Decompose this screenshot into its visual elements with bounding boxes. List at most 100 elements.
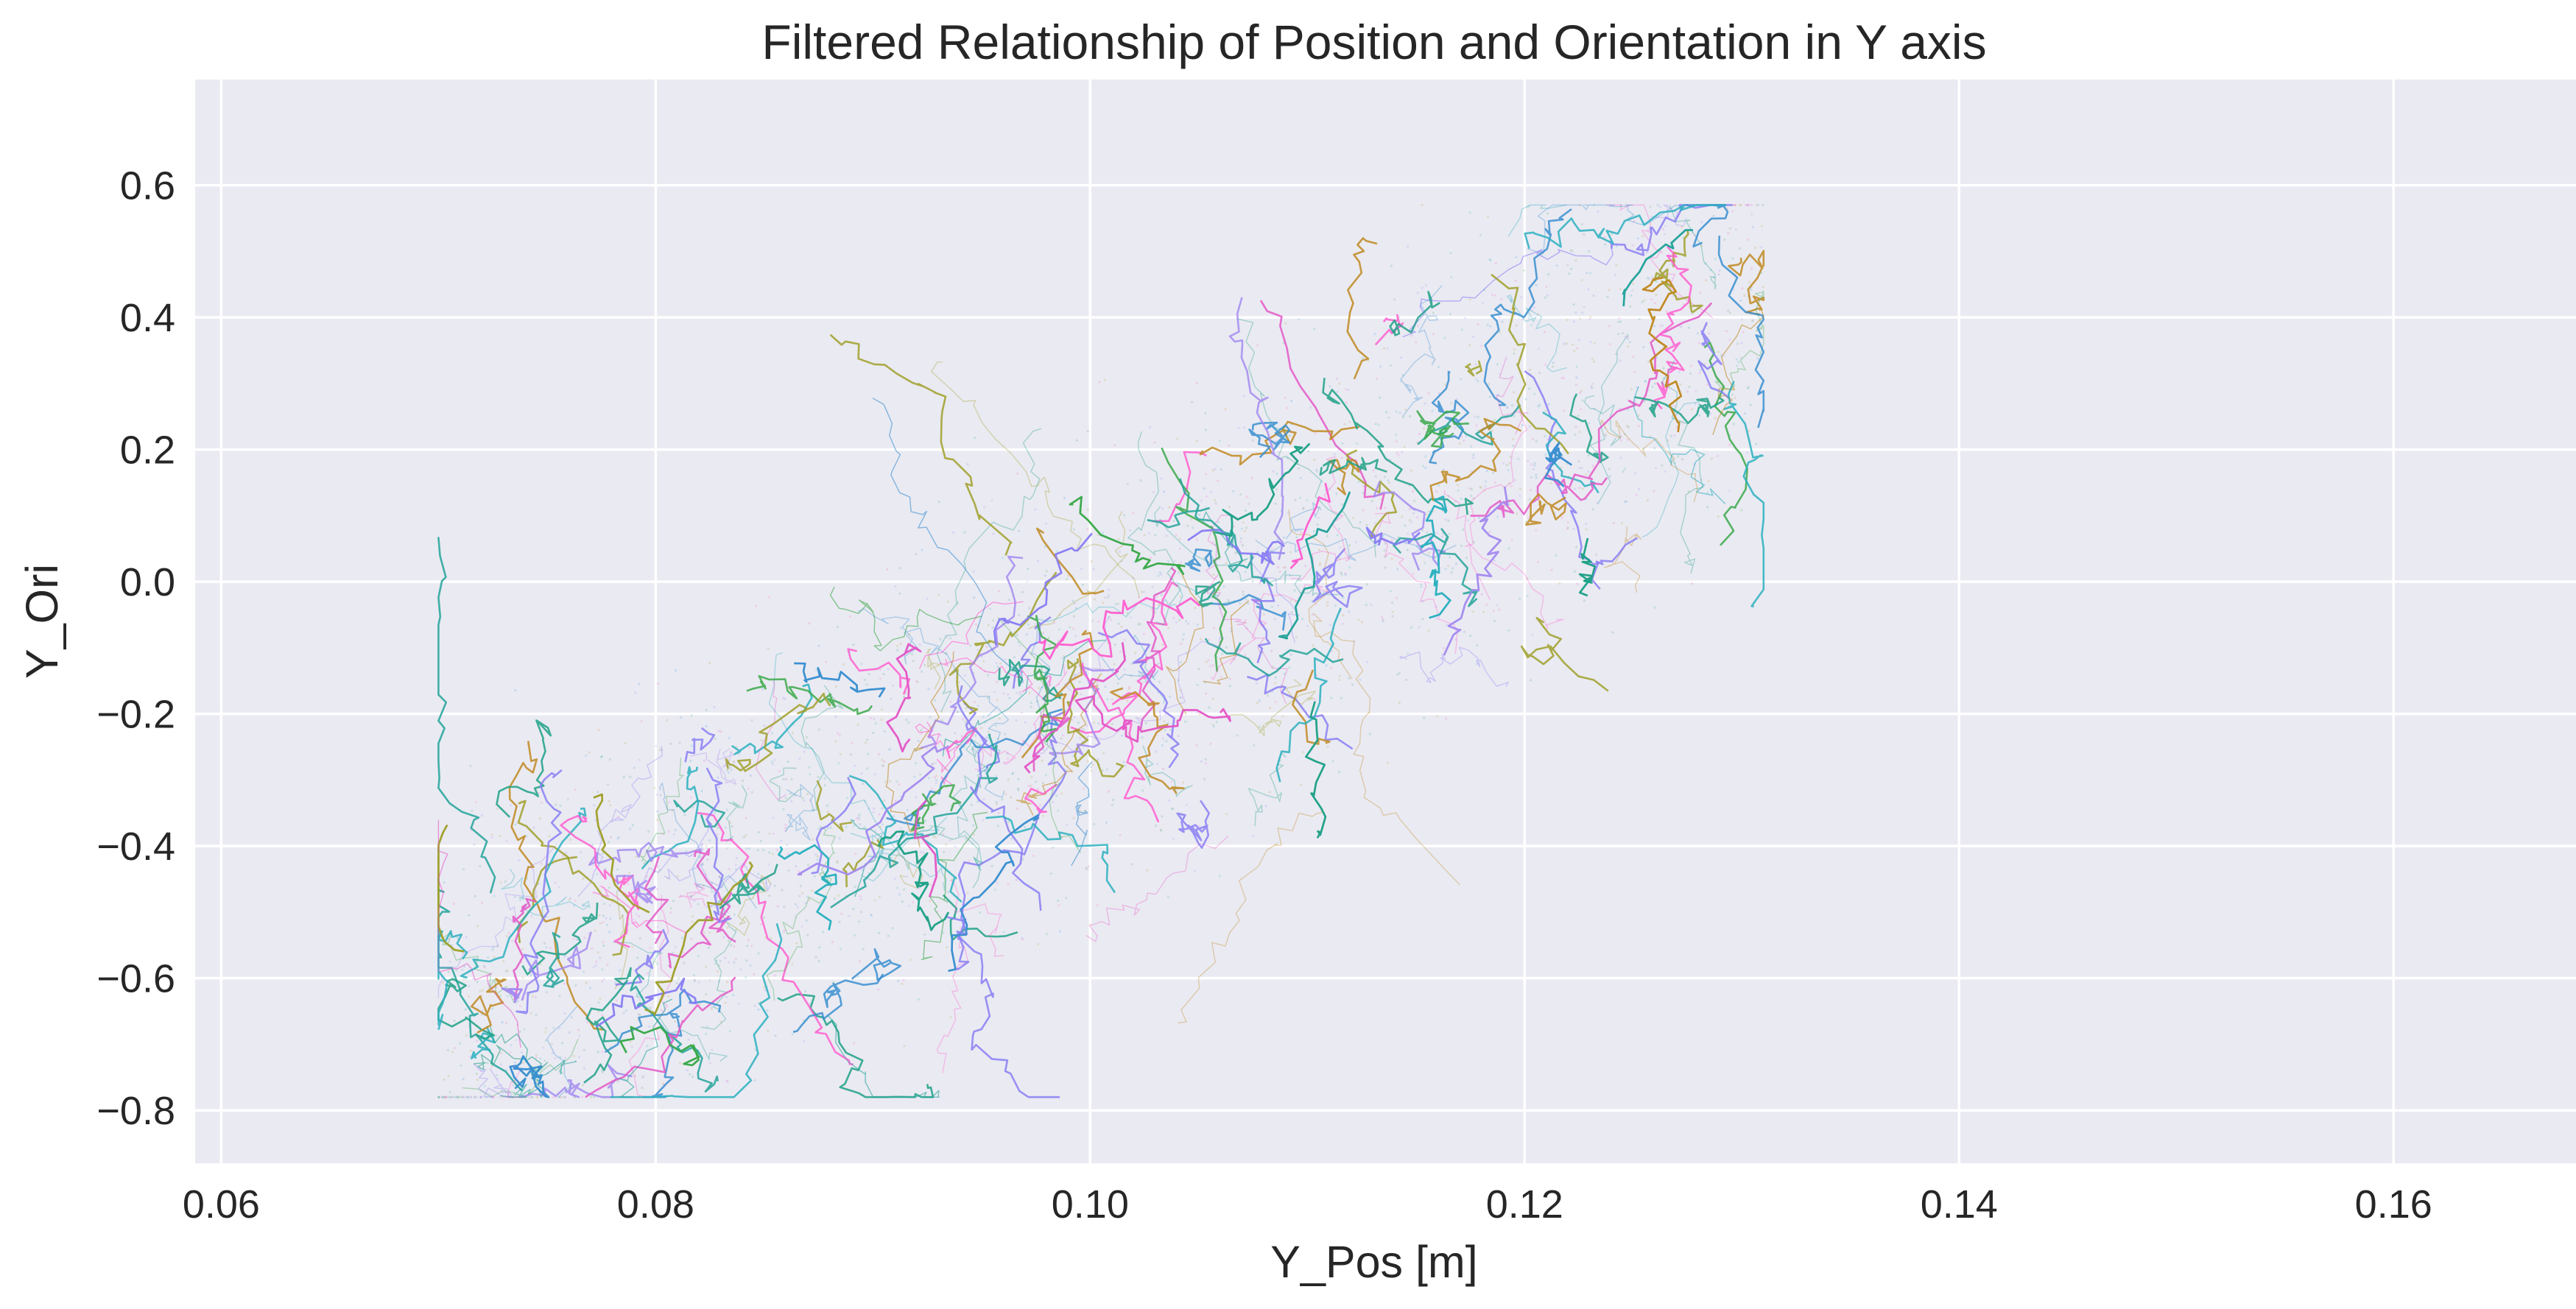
- scatter-point: [705, 1032, 708, 1035]
- scatter-point: [1403, 445, 1406, 448]
- scatter-trajectory: [1603, 526, 1642, 593]
- scatter-point: [883, 799, 886, 802]
- scatter-point: [521, 948, 524, 950]
- scatter-point: [1477, 323, 1479, 326]
- scatter-trajectory: [1584, 395, 1622, 447]
- scatter-point: [763, 724, 766, 727]
- scatter-point: [586, 1020, 589, 1023]
- scatter-point: [1348, 677, 1351, 680]
- scatter-point: [1510, 299, 1513, 303]
- scatter-point: [437, 1095, 440, 1098]
- scatter-point: [1365, 583, 1368, 586]
- scatter-point: [1450, 402, 1453, 405]
- scatter-point: [1662, 367, 1665, 370]
- scatter-point: [1728, 227, 1731, 230]
- scatter-trajectory: [1650, 204, 1687, 227]
- scatter-point: [710, 1006, 713, 1009]
- scatter-point: [669, 907, 672, 910]
- scatter-point: [1742, 331, 1745, 334]
- scatter-point: [1533, 392, 1536, 395]
- scatter-point: [1447, 519, 1450, 523]
- scatter-point: [1170, 780, 1173, 783]
- scatter-point: [1733, 203, 1736, 207]
- scatter-point: [1488, 395, 1491, 398]
- scatter-point: [806, 864, 809, 867]
- scatter-point: [1658, 205, 1661, 208]
- scatter-point: [1644, 380, 1647, 383]
- scatter-point: [1655, 293, 1658, 296]
- scatter-point: [476, 981, 479, 984]
- scatter-point: [1518, 487, 1521, 490]
- scatter-point: [921, 670, 923, 674]
- scatter-point: [1396, 451, 1398, 454]
- scatter-trajectory: [925, 648, 941, 690]
- scatter-point: [578, 1056, 581, 1059]
- scatter-point: [1198, 513, 1201, 517]
- scatter-point: [1086, 508, 1089, 512]
- scatter-point: [1739, 203, 1742, 207]
- scatter-point: [1574, 383, 1577, 387]
- scatter-point: [892, 815, 895, 818]
- scatter-point: [873, 899, 876, 902]
- scatter-point: [490, 1065, 494, 1068]
- scatter-point: [1139, 479, 1142, 482]
- scatter-point: [441, 1095, 444, 1098]
- scatter-point: [1583, 233, 1586, 236]
- scatter-point: [1494, 261, 1497, 264]
- scatter-point: [1186, 622, 1189, 626]
- scatter-point: [1028, 691, 1031, 694]
- scatter-trajectory: [921, 811, 988, 961]
- scatter-point: [1436, 715, 1439, 718]
- scatter-point: [629, 828, 632, 830]
- scatter-point: [1002, 692, 1005, 695]
- scatter-point: [1472, 456, 1475, 459]
- scatter-point: [759, 923, 762, 926]
- scatter-point: [1722, 354, 1725, 357]
- scatter-point: [747, 787, 750, 790]
- x-gridlines: [219, 80, 2395, 1163]
- scatter-point: [1021, 590, 1024, 593]
- scatter-point: [1093, 822, 1096, 825]
- scatter-point: [1454, 426, 1457, 429]
- scatter-point: [880, 719, 883, 721]
- scatter-point: [479, 1095, 482, 1098]
- scatter-point: [573, 904, 576, 907]
- scatter-point: [541, 1095, 543, 1098]
- scatter-point: [719, 730, 722, 733]
- scatter-point: [679, 895, 683, 897]
- scatter-point: [854, 764, 856, 767]
- y-tick-label: −0.2: [96, 693, 175, 737]
- scatter-point: [1591, 465, 1595, 468]
- scatter-point: [1058, 930, 1061, 933]
- scatter-point: [1686, 390, 1689, 393]
- scatter-point: [1175, 581, 1178, 584]
- scatter-point: [1089, 765, 1092, 769]
- scatter-point: [1558, 582, 1561, 585]
- scatter-point: [655, 962, 658, 965]
- scatter-trajectory: [1527, 204, 1689, 255]
- scatter-trajectory: [1292, 669, 1331, 745]
- scatter-point: [1426, 531, 1429, 534]
- scatter-point: [1588, 272, 1592, 275]
- scatter-point: [1665, 310, 1668, 313]
- scatter-point: [1708, 332, 1711, 335]
- scatter-point: [935, 910, 938, 913]
- scatter-point: [1531, 437, 1534, 440]
- scatter-trajectory: [1591, 537, 1639, 590]
- scatter-point: [1421, 203, 1424, 207]
- scatter-point: [1637, 487, 1641, 490]
- scatter-point: [1164, 713, 1167, 716]
- scatter-point: [557, 1095, 560, 1098]
- scatter-point: [1247, 502, 1250, 506]
- scatter-point: [683, 962, 686, 964]
- scatter-point: [949, 700, 952, 703]
- scatter-point: [944, 652, 948, 654]
- scatter-point: [689, 1073, 691, 1076]
- scatter-point: [1061, 657, 1064, 660]
- scatter-point: [1096, 903, 1099, 906]
- scatter-point: [1117, 622, 1120, 625]
- scatter-point: [609, 917, 612, 920]
- scatter-point: [1513, 352, 1516, 355]
- scatter-point: [1032, 854, 1035, 857]
- scatter-point: [1630, 294, 1633, 297]
